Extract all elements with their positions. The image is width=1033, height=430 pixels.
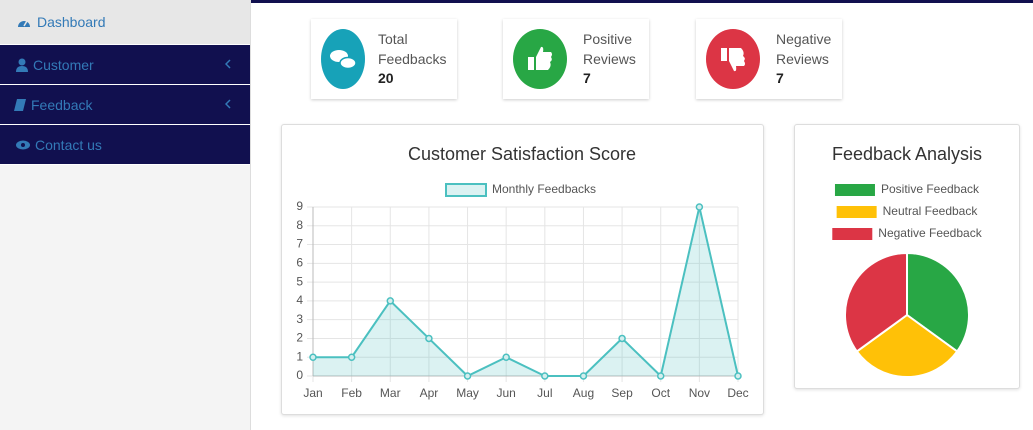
y-tick-label: 5 [296,274,303,288]
point [541,372,549,380]
y-tick-label: 9 [296,199,303,213]
point [347,353,356,361]
legend-label: Negative Feedback [878,226,982,240]
x-tick-label: Jun [497,386,516,400]
stat-card: Positive Reviews 7 [503,19,649,99]
line [313,206,739,378]
x-tick-label: Sep [611,386,633,400]
card-icon [706,29,760,89]
point [425,334,433,343]
x-tick-label: May [456,386,479,400]
point [386,297,395,305]
x-tick-label: Feb [341,386,362,400]
y-tick-label: 6 [296,256,303,270]
top-bar [251,0,1033,3]
icon [16,140,30,149]
legend-swatch [832,228,873,240]
x-tick-label: Jul [537,386,552,400]
y-tick-label: 1 [296,349,303,363]
x-tick-label: Jan [303,386,322,400]
stat-card: Negative Reviews 7 [696,19,842,99]
card-label: Total Feedbacks [378,31,447,67]
x-tick-label: Oct [651,386,670,400]
line-panel [281,124,764,415]
point [579,372,588,380]
y-tick-label: 2 [296,331,303,345]
legend-swatch [836,206,877,218]
nav-label: Customer [33,56,94,73]
point [734,372,742,380]
card-label: Positive Reviews [583,31,636,67]
chart-title: Feedback Analysis [832,144,982,164]
nav-item[interactable]: Dashboard [0,0,250,45]
y-tick-label: 7 [296,237,303,251]
chevron [225,99,231,109]
legend-swatch [834,184,875,196]
nav-label: Dashboard [37,14,106,30]
point [309,353,317,361]
card-value: 20 [378,70,394,86]
y-tick-label: 8 [296,218,303,232]
point [695,203,704,211]
pie-slice [844,251,908,353]
y-tick-label: 4 [296,293,303,307]
y-tick-label: 0 [296,368,303,382]
legend-label: Monthly Feedbacks [492,182,596,196]
icon [16,58,28,72]
y-tick-label: 3 [296,312,303,326]
x-tick-label: Aug [573,386,594,400]
nav-label: Contact us [35,136,102,153]
x-tick-label: Dec [727,386,748,400]
chart-title: Customer Satisfaction Score [408,144,636,164]
chevron [225,59,231,69]
icon [18,20,30,27]
point [656,372,665,380]
legend-label: Positive Feedback [881,182,980,196]
card-value: 7 [776,70,784,86]
nav-label: Feedback [31,96,93,113]
x-tick-label: Mar [380,386,401,400]
card-label: Negative Reviews [776,31,832,67]
pie-slice [906,251,970,353]
icon [14,98,26,111]
legend-label: Neutral Feedback [883,204,979,218]
legend-swatch [445,183,487,197]
nav-item[interactable]: Feedback [0,85,250,125]
sidebar: Dashboard Customer Feedback Contact us [0,0,251,430]
nav-item[interactable]: Contact us [0,125,250,165]
card-icon [513,29,567,89]
point [502,353,510,361]
area [313,207,738,376]
point [463,372,472,380]
card-value: 7 [583,70,591,86]
stat-card: Total Feedbacks 20 [311,19,457,99]
x-tick-label: Nov [689,386,710,400]
point [618,334,626,343]
x-tick-label: Apr [420,386,439,400]
pie-slice [855,313,959,378]
card-icon [321,29,365,89]
nav-item[interactable]: Customer [0,45,250,85]
